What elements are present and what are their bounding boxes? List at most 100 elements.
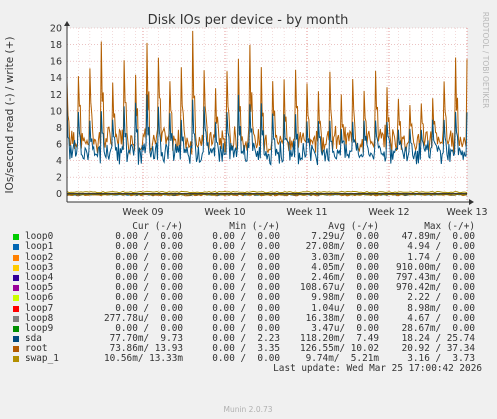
legend-min: 0.00 / 0.00 xyxy=(212,231,280,243)
header-max: Max (-/+) xyxy=(424,221,475,232)
header-min: Min (-/+) xyxy=(229,221,280,232)
plot-area xyxy=(67,28,467,202)
legend-row-root: root 73.86m/ 13.93 0.00 / 3.35 126.55m/ 10.… xyxy=(10,344,492,354)
y-tick-label: 16 xyxy=(50,57,62,68)
legend-avg: 9.74m/ 5.21m xyxy=(305,353,379,365)
legend-cur: 0.00 / 0.00 xyxy=(115,271,183,283)
header-avg: Avg (-/+) xyxy=(328,221,379,232)
series-swap-write xyxy=(66,190,468,194)
legend-max: 18.24 / 25.74 xyxy=(401,333,475,345)
y-tick-label: 6 xyxy=(56,140,62,151)
legend-avg: 9.98m/ 0.00 xyxy=(311,292,379,304)
series-root-write xyxy=(66,30,468,156)
x-tick-label: Week 11 xyxy=(286,207,327,218)
legend-swatch xyxy=(13,336,19,343)
legend-name: loop0 xyxy=(25,231,54,243)
y-tick-label: 12 xyxy=(50,90,62,101)
legend-name: loop5 xyxy=(25,282,54,294)
legend-max: 4.94 / 0.00 xyxy=(407,241,475,253)
legend-min: 0.00 / 0.00 xyxy=(212,312,280,324)
legend-cur: 73.86m/ 13.93 xyxy=(109,343,183,355)
y-axis-label: IOs/second read (-) / write (+) xyxy=(4,36,16,193)
legend-avg: 7.29u/ 0.00 xyxy=(311,231,379,243)
y-tick-label: 10 xyxy=(50,106,62,117)
legend-name: loop7 xyxy=(25,302,54,314)
legend-max: 4.67 / 0.00 xyxy=(407,312,475,324)
legend-max: 970.42m/ 0.00 xyxy=(395,282,475,294)
legend-row-loop7: loop7 0.00 / 0.00 0.00 / 0.00 1.04u/ 0.00 8.… xyxy=(10,302,492,314)
y-tick-label: 8 xyxy=(56,123,62,134)
legend-name: sda xyxy=(25,333,42,345)
legend-row-sda: sda 77.70m/ 9.73 0.00 / 2.23 118.20m/ 7.49 1… xyxy=(10,333,492,345)
legend-avg: 4.05m/ 0.00 xyxy=(311,261,379,273)
legend-row-loop8: loop8 277.78u/ 0.00 0.00 / 0.00 16.38m/ 0.0… xyxy=(10,312,492,324)
legend-swatch xyxy=(13,325,19,332)
x-tick-label: Week 12 xyxy=(368,207,409,218)
legend-row-loop1: loop1 0.00 / 0.00 0.00 / 0.00 27.08m/ 0.00 4… xyxy=(10,242,492,252)
legend-name: root xyxy=(25,343,48,355)
legend-swatch xyxy=(13,264,19,271)
y-tick-label: 4 xyxy=(56,156,62,167)
y-tick-label: 18 xyxy=(50,40,62,51)
legend-name: loop6 xyxy=(25,292,54,304)
legend-cur: 0.00 / 0.00 xyxy=(115,302,183,314)
legend-swatch xyxy=(13,234,19,241)
legend-swatch xyxy=(13,285,19,292)
legend-min: 0.00 / 0.00 xyxy=(212,292,280,304)
legend-cur: 0.00 / 0.00 xyxy=(115,282,183,294)
legend-row-loop4: loop4 0.00 / 0.00 0.00 / 0.00 2.46m/ 0.00 79… xyxy=(10,271,492,283)
legend-swatch xyxy=(13,295,19,302)
legend-min: 0.00 / 0.00 xyxy=(212,241,280,253)
legend-max: 20.92 / 37.34 xyxy=(401,343,475,355)
legend-avg: 16.38m/ 0.00 xyxy=(305,312,379,324)
legend-row-loop9: loop9 0.00 / 0.00 0.00 / 0.00 3.47u/ 0.00 28… xyxy=(10,322,492,334)
chart-title: Disk IOs per device - by month xyxy=(148,13,349,28)
legend-avg: 3.03m/ 0.00 xyxy=(311,251,379,263)
legend-max: 3.16 / 3.73 xyxy=(407,353,475,365)
legend-row-loop0: loop0 0.00 / 0.00 0.00 / 0.00 7.29u/ 0.00 47… xyxy=(10,231,492,243)
munin-version: Munin 2.0.73 xyxy=(223,405,272,414)
legend-cur: 0.00 / 0.00 xyxy=(115,322,183,334)
legend-row-loop6: loop6 0.00 / 0.00 0.00 / 0.00 9.98m/ 0.00 2.… xyxy=(10,293,492,303)
legend-min: 0.00 / 2.23 xyxy=(212,333,280,345)
header-cur: Cur (-/+) xyxy=(132,221,183,232)
last-update: Last update: Wed Mar 25 17:00:42 2026 xyxy=(273,363,482,374)
legend-row-loop3: loop3 0.00 / 0.00 0.00 / 0.00 4.05m/ 0.00 91… xyxy=(10,261,492,273)
legend-max: 47.89m/ 0.00 xyxy=(401,231,475,243)
legend-min: 0.00 / 0.00 xyxy=(212,353,280,365)
legend-max: 8.98m/ 0.00 xyxy=(407,302,475,314)
legend-avg: 27.08m/ 0.00 xyxy=(305,241,379,253)
legend-max: 910.00m/ 0.00 xyxy=(395,261,475,273)
legend-name: loop3 xyxy=(25,261,54,273)
rrdtool-label: RRDTOOL / TOBI OETIKER xyxy=(481,12,490,109)
legend-cur: 10.56m/ 13.33m xyxy=(103,353,183,365)
axes: 0 2 4 6 8 10 12 14 16 18 20 Week 09 Week 10 Week 11 We… xyxy=(50,21,488,218)
legend-row-loop2: loop2 0.00 / 0.00 0.00 / 0.00 3.03m/ 0.00 1.… xyxy=(10,251,492,263)
legend-avg: 108.67u/ 0.00 xyxy=(299,282,379,294)
legend-min: 0.00 / 0.00 xyxy=(212,251,280,263)
legend-swatch xyxy=(13,274,19,281)
legend-table: Cur (-/+) Min (-/+) Avg (-/+) Max (-/+) … xyxy=(10,221,492,365)
legend-min: 0.00 / 0.00 xyxy=(212,271,280,283)
x-axis-arrow xyxy=(469,199,474,205)
legend-header: Cur (-/+) Min (-/+) Avg (-/+) Max (-/+) xyxy=(10,221,492,232)
legend-max: 797.43m/ 0.00 xyxy=(395,271,475,283)
legend-cur: 0.00 / 0.00 xyxy=(115,251,183,263)
legend-avg: 1.04u/ 0.00 xyxy=(311,302,379,314)
legend-min: 0.00 / 0.00 xyxy=(212,261,280,273)
legend-avg: 3.47u/ 0.00 xyxy=(311,322,379,334)
legend-swatch xyxy=(13,254,19,261)
series-swap-read xyxy=(66,193,468,196)
legend-min: 0.00 / 3.35 xyxy=(212,343,280,355)
y-tick-label: 0 xyxy=(56,189,62,200)
x-tick-label: Week 09 xyxy=(122,207,163,218)
y-tick-label: 14 xyxy=(50,73,62,84)
x-tick-label: Week 10 xyxy=(204,207,245,218)
legend-swatch xyxy=(13,356,19,363)
legend-min: 0.00 / 0.00 xyxy=(212,302,280,314)
legend-cur: 277.78u/ 0.00 xyxy=(103,312,183,324)
legend-cur: 0.00 / 0.00 xyxy=(115,231,183,243)
legend-cur: 0.00 / 0.00 xyxy=(115,241,183,253)
legend-avg: 2.46m/ 0.00 xyxy=(311,271,379,283)
